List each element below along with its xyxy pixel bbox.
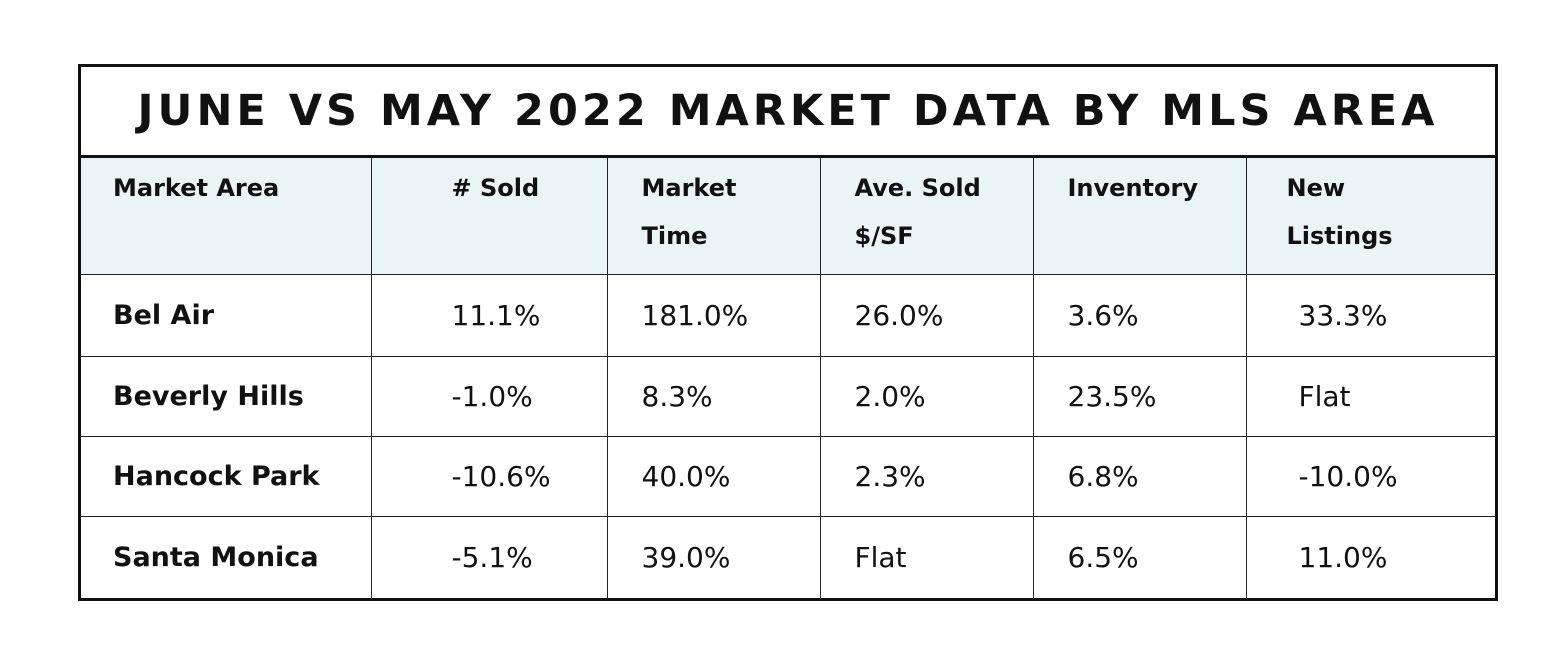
- cell-ave-sold: 26.0%: [820, 274, 1034, 357]
- cell-new-listings: 33.3%: [1246, 274, 1495, 357]
- header-ave-sold-line-2: $/SF: [854, 222, 914, 250]
- header-market-time: Market Time: [607, 158, 821, 275]
- market-data-table: Market Area # Sold Market Time Ave. Sold…: [81, 158, 1495, 599]
- table-row: Beverly Hills -1.0% 8.3% 2.0% 23.5% Flat: [81, 356, 1495, 437]
- cell-market-area: Beverly Hills: [81, 356, 372, 437]
- cell-market-area: Bel Air: [81, 274, 372, 357]
- cell-market-time: 40.0%: [607, 436, 821, 517]
- table-row: Hancock Park -10.6% 40.0% 2.3% 6.8% -10.…: [81, 436, 1495, 517]
- header-ave-sold-line-1: Ave. Sold: [854, 174, 981, 202]
- header-market-area-line-1: Market Area: [113, 174, 280, 202]
- cell-inventory: 6.5%: [1033, 516, 1247, 599]
- header-sold-line-1: # Sold: [451, 174, 540, 202]
- cell-inventory: 3.6%: [1033, 274, 1247, 357]
- cell-market-area: Santa Monica: [81, 516, 372, 599]
- cell-inventory: 23.5%: [1033, 356, 1247, 437]
- header-new-listings-line-2: Listings: [1286, 222, 1393, 250]
- cell-market-time: 181.0%: [607, 274, 821, 357]
- table-row: Santa Monica -5.1% 39.0% Flat 6.5% 11.0%: [81, 516, 1495, 599]
- table-title: JUNE VS MAY 2022 MARKET DATA BY MLS AREA: [81, 67, 1495, 158]
- cell-sold: 11.1%: [371, 274, 608, 357]
- cell-ave-sold: 2.3%: [820, 436, 1034, 517]
- header-inventory: Inventory: [1033, 158, 1247, 275]
- header-ave-sold: Ave. Sold $/SF: [820, 158, 1034, 275]
- cell-ave-sold: 2.0%: [820, 356, 1034, 437]
- table-row: Bel Air 11.1% 181.0% 26.0% 3.6% 33.3%: [81, 274, 1495, 357]
- cell-market-time: 8.3%: [607, 356, 821, 437]
- header-row: Market Area # Sold Market Time Ave. Sold…: [81, 158, 1495, 275]
- header-new-listings: New Listings: [1246, 158, 1495, 275]
- header-new-listings-line-1: New: [1286, 174, 1346, 202]
- header-market-time-line-1: Market: [641, 174, 737, 202]
- cell-new-listings: -10.0%: [1246, 436, 1495, 517]
- cell-market-time: 39.0%: [607, 516, 821, 599]
- header-market-area: Market Area: [81, 158, 372, 275]
- cell-sold: -5.1%: [371, 516, 608, 599]
- cell-new-listings: 11.0%: [1298, 541, 1388, 575]
- cell-sold: -10.6%: [371, 436, 608, 517]
- cell-ave-sold: Flat: [820, 516, 1034, 599]
- cell-inventory: 6.8%: [1033, 436, 1247, 517]
- cell-new-listings: Flat: [1246, 356, 1495, 437]
- market-data-table-frame: JUNE VS MAY 2022 MARKET DATA BY MLS AREA…: [78, 64, 1498, 601]
- header-sold: # Sold: [371, 158, 608, 275]
- cell-sold: -1.0%: [371, 356, 608, 437]
- cell-market-area: Hancock Park: [81, 436, 372, 517]
- header-inventory-line-1: Inventory: [1067, 174, 1198, 202]
- header-market-time-line-2: Time: [641, 222, 708, 250]
